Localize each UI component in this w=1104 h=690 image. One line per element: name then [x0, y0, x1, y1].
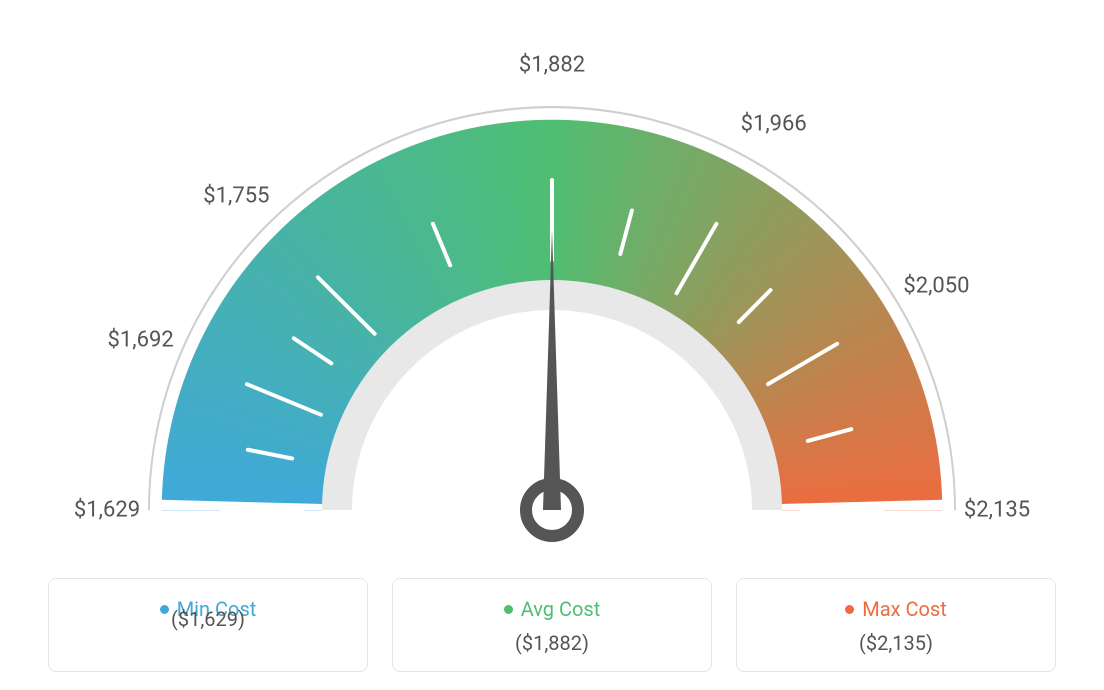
tick-label: $1,966	[741, 112, 807, 137]
chart-container: $1,629 $1,692 $1,755 $1,882 $1,966 $2,050 $2,1…	[0, 0, 1104, 690]
legend-value-min-text: ($1,629)	[61, 607, 355, 631]
gauge-svg	[117, 40, 987, 570]
dot-icon-avg	[504, 605, 513, 614]
dot-icon-max	[845, 605, 854, 614]
legend-label-max: Max Cost	[862, 597, 947, 621]
legend-row: Min Cost ($1,629) Avg Cost ($1,882) Max …	[0, 578, 1104, 672]
legend-value-max-text: ($2,135)	[749, 631, 1043, 655]
legend-card-min: Min Cost ($1,629)	[48, 578, 368, 672]
legend-title-max: Max Cost	[845, 597, 947, 621]
legend-label-avg: Avg Cost	[521, 597, 601, 621]
gauge-area: $1,629 $1,692 $1,755 $1,882 $1,966 $2,050 $2,1…	[0, 0, 1104, 560]
legend-title-avg: Avg Cost	[504, 597, 601, 621]
legend-card-max: Max Cost ($2,135)	[736, 578, 1056, 672]
tick-label: $2,050	[903, 273, 969, 298]
tick-label: $1,882	[519, 53, 585, 78]
dot-icon-min	[160, 605, 169, 614]
tick-label: $1,629	[74, 498, 140, 523]
tick-label: $1,692	[108, 328, 174, 353]
tick-label: $1,755	[203, 184, 269, 209]
legend-card-avg: Avg Cost ($1,882)	[392, 578, 712, 672]
tick-label: $2,135	[964, 498, 1030, 523]
legend-value-avg-text: ($1,882)	[405, 631, 699, 655]
